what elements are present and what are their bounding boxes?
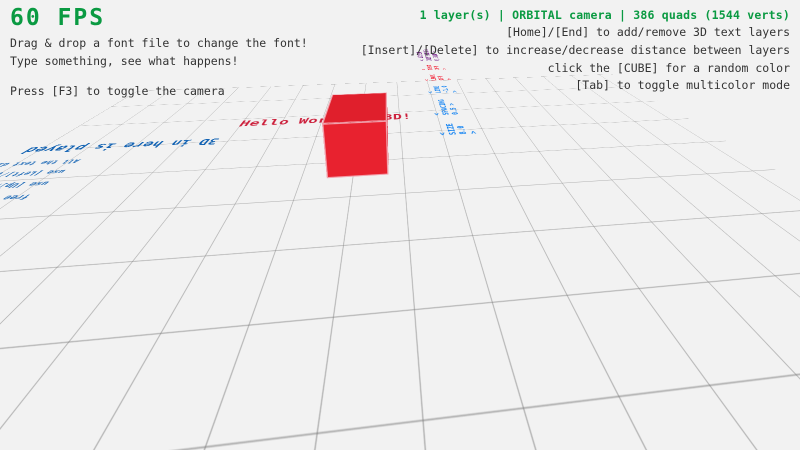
hint-line-camera: Press [F3] to toggle the camera	[10, 83, 225, 98]
hud-right: 1 layer(s) | ORBITAL camera | 386 quads …	[361, 8, 790, 95]
hud-left: 60 FPS Drag & drop a font file to change…	[10, 5, 308, 101]
fps-counter: 60 FPS	[10, 5, 106, 31]
keybind-cube: click the [CUBE] for a random color	[547, 60, 790, 75]
cube-face-front	[321, 92, 388, 124]
keybind-block: [Home]/[End] to add/remove 3D text layer…	[361, 24, 790, 95]
keybind-tab: [Tab] to toggle multicolor mode	[575, 78, 790, 93]
keybind-layers: [Home]/[End] to add/remove 3D text layer…	[506, 25, 790, 39]
cube-face-top	[321, 120, 389, 179]
scene-stats: 1 layer(s) | ORBITAL camera | 386 quads …	[419, 8, 790, 22]
red-cube[interactable]	[321, 92, 389, 179]
hint-line-drag-drop: Drag & drop a font file to change the fo…	[10, 36, 308, 51]
hint-block: Drag & drop a font file to change the fo…	[10, 35, 308, 100]
keybind-distance: [Insert]/[Delete] to increase/decrease d…	[360, 42, 790, 57]
gauge-size[interactable]: < SIZE 8.0 >	[437, 123, 480, 136]
hint-line-type: Type something, see what happens!	[10, 54, 239, 69]
hint-spacer	[10, 71, 308, 83]
gauge-spacing[interactable]: < SPACING 0.5 >	[431, 99, 461, 116]
